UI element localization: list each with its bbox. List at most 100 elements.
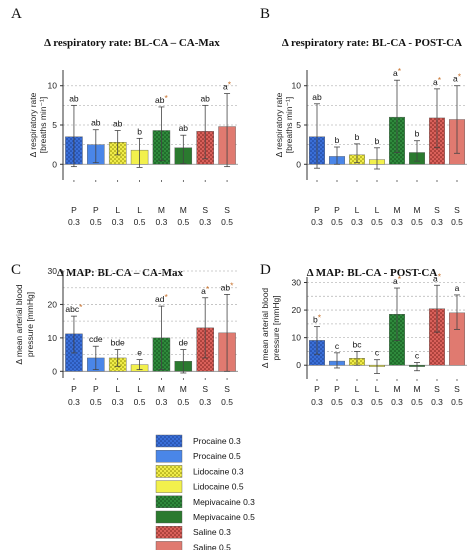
legend-label: Mepivacaine 0.5 (193, 512, 255, 522)
x-tick-label: 0.3 (199, 217, 211, 227)
significance-label: bde (111, 338, 125, 348)
y-tick-label: 10 (48, 81, 58, 91)
x-tick-label: L (137, 384, 142, 394)
x-tick-label: 0.3 (311, 217, 323, 227)
significance-label: b (375, 136, 380, 146)
legend-swatch (155, 465, 183, 478)
panel-letter: C (11, 262, 21, 278)
y-tick-label: 10 (292, 333, 302, 343)
panel-title: Δ MAP: BL-CA - POST-CA (307, 267, 438, 279)
significance-label: ab* (221, 280, 234, 292)
x-tick-label: P (71, 205, 77, 215)
significance-label: ab* (155, 93, 168, 105)
panel-title: Δ MAP: BL-CA – CA-Max (57, 267, 184, 279)
legend-swatch (155, 495, 183, 508)
x-tick-label: S (434, 384, 440, 394)
x-tick-label: 0.5 (331, 217, 343, 227)
x-tick-label: 0.3 (431, 397, 443, 407)
x-tick-label: 0.3 (112, 397, 124, 407)
x-tick-label: P (93, 205, 99, 215)
significance-label: ab (200, 93, 210, 103)
legend-label: Lidocaine 0.3 (193, 466, 244, 476)
panel-B: B Δ respiratory rate: BL-CA - POST-CA 0 5 10… (260, 6, 467, 227)
x-tick-label: 0.5 (451, 397, 463, 407)
legend-label: Mepivacaine 0.3 (193, 497, 255, 507)
significance-label: a* (223, 80, 232, 92)
x-tick-label: P (334, 205, 340, 215)
significance-label: e (137, 348, 142, 358)
y-tick-label: 5 (52, 120, 57, 130)
x-tick-label: 0.3 (112, 217, 124, 227)
x-tick-label: 0.5 (371, 217, 383, 227)
legend-item: Saline 0.3 (155, 526, 231, 539)
x-tick-label: 0.5 (331, 397, 343, 407)
panel-D: D Δ MAP: BL-CA - POST-CA 0 10 20 30 Δ mean art… (260, 262, 467, 407)
significance-label: a* (393, 274, 402, 286)
significance-label: ab (69, 93, 79, 103)
y-tick-label: 0 (296, 159, 301, 169)
legend-label: Lidocaine 0.5 (193, 482, 244, 492)
x-tick-label: S (454, 205, 460, 215)
significance-label: b* (313, 313, 322, 325)
x-tick-label: 0.5 (221, 397, 233, 407)
x-tick-label: 0.3 (68, 397, 80, 407)
x-tick-label: 0.5 (134, 397, 146, 407)
significance-label: b (335, 135, 340, 145)
x-tick-label: 0.5 (90, 217, 102, 227)
legend-item: Lidocaine 0.5 (155, 480, 244, 493)
x-tick-label: M (180, 205, 187, 215)
y-axis-label-unit: [breaths min⁻¹] (38, 97, 48, 153)
legend-label: Procaine 0.5 (193, 451, 241, 461)
x-tick-label: 0.3 (199, 397, 211, 407)
significance-label: ab (179, 123, 189, 133)
panel-letter: A (11, 6, 22, 22)
x-tick-label: 0.5 (177, 217, 189, 227)
significance-star: * (438, 271, 442, 281)
x-tick-label: S (454, 384, 460, 394)
legend-label: Procaine 0.3 (193, 436, 241, 446)
significance-label: de (179, 338, 189, 348)
panel-C: C Δ MAP: BL-CA – CA-Max 0 10 20 30 Δ mean arte… (11, 262, 238, 407)
y-tick-label: 20 (48, 299, 58, 309)
significance-label: a* (201, 284, 210, 296)
x-tick-label: 0.3 (156, 217, 168, 227)
x-tick-label: L (375, 384, 380, 394)
x-tick-label: P (71, 384, 77, 394)
x-tick-label: 0.5 (177, 397, 189, 407)
y-tick-label: 0 (52, 366, 57, 376)
legend-item: Mepivacaine 0.3 (155, 495, 255, 508)
x-tick-label: P (334, 384, 340, 394)
x-tick-label: L (115, 384, 120, 394)
x-tick-label: 0.3 (68, 217, 80, 227)
significance-label: b (355, 132, 360, 142)
legend-label: Saline 0.5 (193, 542, 231, 550)
significance-star: * (165, 93, 169, 103)
x-tick-label: 0.3 (391, 217, 403, 227)
x-tick-label: M (393, 384, 400, 394)
y-tick-label: 0 (52, 159, 57, 169)
panel-A: A Δ respiratory rate: BL-CA – CA-Max 0 5 10 Δ… (11, 6, 238, 227)
x-tick-label: 0.3 (351, 397, 363, 407)
x-tick-label: 0.5 (134, 217, 146, 227)
panel-letter: B (260, 6, 270, 22)
significance-label: ab (91, 118, 101, 128)
x-tick-label: M (158, 384, 165, 394)
x-tick-label: P (314, 205, 320, 215)
x-tick-label: M (158, 205, 165, 215)
x-tick-label: 0.5 (221, 217, 233, 227)
x-tick-label: L (355, 205, 360, 215)
x-tick-label: M (393, 205, 400, 215)
x-tick-label: 0.3 (311, 397, 323, 407)
legend-swatch (155, 510, 183, 524)
significance-star: * (228, 80, 232, 90)
significance-label: bc (353, 339, 363, 349)
y-tick-label: 30 (292, 278, 302, 288)
x-tick-label: S (224, 205, 230, 215)
x-tick-label: L (137, 205, 142, 215)
x-tick-label: P (93, 384, 99, 394)
x-tick-label: 0.5 (371, 397, 383, 407)
x-tick-label: S (224, 384, 230, 394)
significance-label: abc* (65, 302, 83, 314)
legend-label: Saline 0.3 (193, 527, 231, 537)
